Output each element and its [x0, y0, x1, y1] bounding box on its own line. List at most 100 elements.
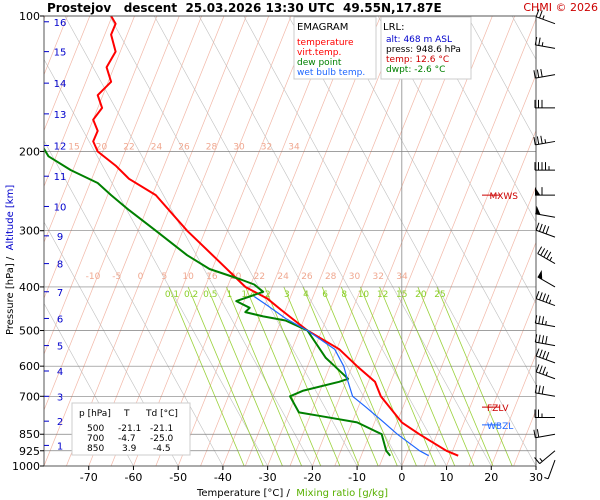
wind-barb: [535, 291, 556, 307]
x-tick-label: 10: [440, 471, 454, 484]
isotherm-line: [513, 409, 536, 466]
altitude-tick-label: 4: [57, 367, 63, 378]
isotherm-label: 34: [288, 143, 300, 153]
table-row-t: -21.1: [118, 424, 141, 434]
isotherm-label: 15: [68, 143, 79, 153]
wind-barb-feather: [539, 349, 543, 358]
wind-barb-feather: [542, 224, 546, 233]
mixing-ratio-line: [398, 286, 475, 466]
wind-barb-staff: [535, 74, 556, 79]
dry-adiabat-line: [243, 16, 492, 466]
mixing-ratio-label: 0.5: [203, 290, 217, 300]
mixing-ratio-line: [321, 286, 398, 466]
wind-barb-pennant: [535, 205, 541, 215]
mixing-ratio-line: [340, 286, 417, 466]
fzlv-label: FZLV: [487, 404, 509, 414]
altitude-tick-label: 7: [57, 288, 63, 299]
legend-item-dew-point: dew point: [297, 58, 342, 68]
table-row-td: -4.5: [153, 444, 171, 454]
isotherm-line: [222, 16, 404, 466]
y-axis-title: Pressure [hPa] / Altitude [km]: [5, 185, 16, 335]
y-axis-label-altitude: Altitude [km]: [5, 185, 16, 251]
isotherm-label: 32: [373, 272, 384, 282]
wind-barb-pennant: [535, 187, 541, 196]
wind-barb: [534, 162, 555, 171]
wind-barb: [535, 205, 556, 218]
dry-adiabat-line: [109, 16, 358, 466]
isotherm-line: [468, 297, 536, 466]
wind-barb-feather: [541, 386, 545, 395]
level-table-frame: [71, 402, 191, 456]
mixing-ratio-line: [417, 286, 494, 466]
background-lines: [44, 16, 600, 466]
altitude-tick-label: 13: [54, 110, 67, 121]
table-row-td: -25.0: [150, 434, 174, 444]
dry-adiabat-line: [332, 16, 536, 386]
x-tick-label: -50: [169, 471, 187, 484]
wind-barb-feather: [545, 335, 548, 345]
wind-barb: [534, 384, 556, 397]
wind-barb-feather: [543, 249, 549, 258]
x-axis-label-separator: /: [283, 488, 296, 499]
altitude-tick-label: 11: [54, 172, 67, 183]
wbzl-label: WBZL: [487, 422, 513, 432]
legend-item-virt-temp: virt.temp.: [297, 48, 341, 58]
isotherm-line: [177, 16, 359, 466]
mixing-ratio-label: 12: [377, 290, 388, 300]
isotherm-line: [581, 16, 600, 466]
plot-frame: [43, 15, 537, 467]
isotherm-line: [44, 16, 113, 188]
dry-adiabat-line: [377, 16, 536, 304]
altitude-tick-label: 6: [57, 314, 63, 325]
wind-barb-staff: [547, 459, 556, 480]
legend-item-wet-bulb: wet bulb temp.: [297, 68, 365, 78]
mixing-ratio-label: 20: [415, 290, 427, 300]
wind-barb-half-feather: [544, 139, 547, 144]
table-row-p: 850: [87, 444, 104, 454]
isotherm-line: [44, 16, 91, 132]
isotherm-line: [334, 16, 516, 466]
profile-series: [44, 16, 459, 457]
isotherm-label: 16: [206, 272, 218, 282]
y-axis-label-separator: /: [5, 250, 16, 263]
wind-barb-feather: [534, 334, 538, 343]
wind-barb-feather: [539, 10, 543, 19]
isotherm-line: [356, 17, 536, 466]
dry-adiabat-line: [557, 16, 600, 466]
dry-adiabat-line: [198, 16, 447, 466]
isotherm-line: [44, 16, 135, 244]
isotherm-label: 5: [161, 272, 167, 282]
lrl-title: LRL:: [383, 22, 404, 33]
wind-barb-feather: [533, 136, 536, 145]
wind-barb-half-feather: [544, 477, 549, 480]
wind-barb-half-feather: [548, 299, 552, 304]
dry-adiabat-line: [44, 58, 268, 466]
dry-adiabat-line: [288, 16, 536, 466]
isotherm-label: -10: [86, 272, 101, 282]
wind-barb-feather: [535, 291, 540, 299]
wind-barb-feather: [535, 364, 540, 373]
isotherm-label: 28: [325, 272, 337, 282]
wind-barb-feather: [534, 457, 541, 464]
altitude-tick-label: 15: [54, 48, 67, 59]
x-tick-label: -30: [259, 471, 277, 484]
x-tick-label: -60: [124, 471, 142, 484]
isotherm-line: [379, 73, 536, 466]
wind-barb-feather: [533, 70, 536, 79]
lrl-box: LRL: alt: 468 m ASL press: 948.6 hPa tem…: [380, 16, 472, 80]
dry-adiabat-line: [44, 302, 134, 466]
x-axis-label-mixing: Mixing ratio [g/kg]: [296, 488, 388, 499]
legend-title: EMAGRAM: [297, 22, 348, 33]
isotherm-line: [312, 16, 493, 466]
wind-barb-feather: [541, 316, 545, 325]
wind-barb-feather: [540, 135, 543, 144]
wind-barb-feather: [535, 222, 540, 231]
isotherm-line: [155, 16, 337, 466]
mixing-ratio-label: 2: [265, 290, 271, 300]
mixing-ratio-label: 3: [284, 290, 290, 300]
x-tick-label: -70: [80, 471, 98, 484]
mixing-ratio-line: [245, 286, 322, 466]
lrl-dwpt: dwpt: -2.6 °C: [386, 65, 445, 75]
wind-barb-staff: [535, 433, 556, 439]
mixing-ratio-label: 15: [396, 290, 407, 300]
